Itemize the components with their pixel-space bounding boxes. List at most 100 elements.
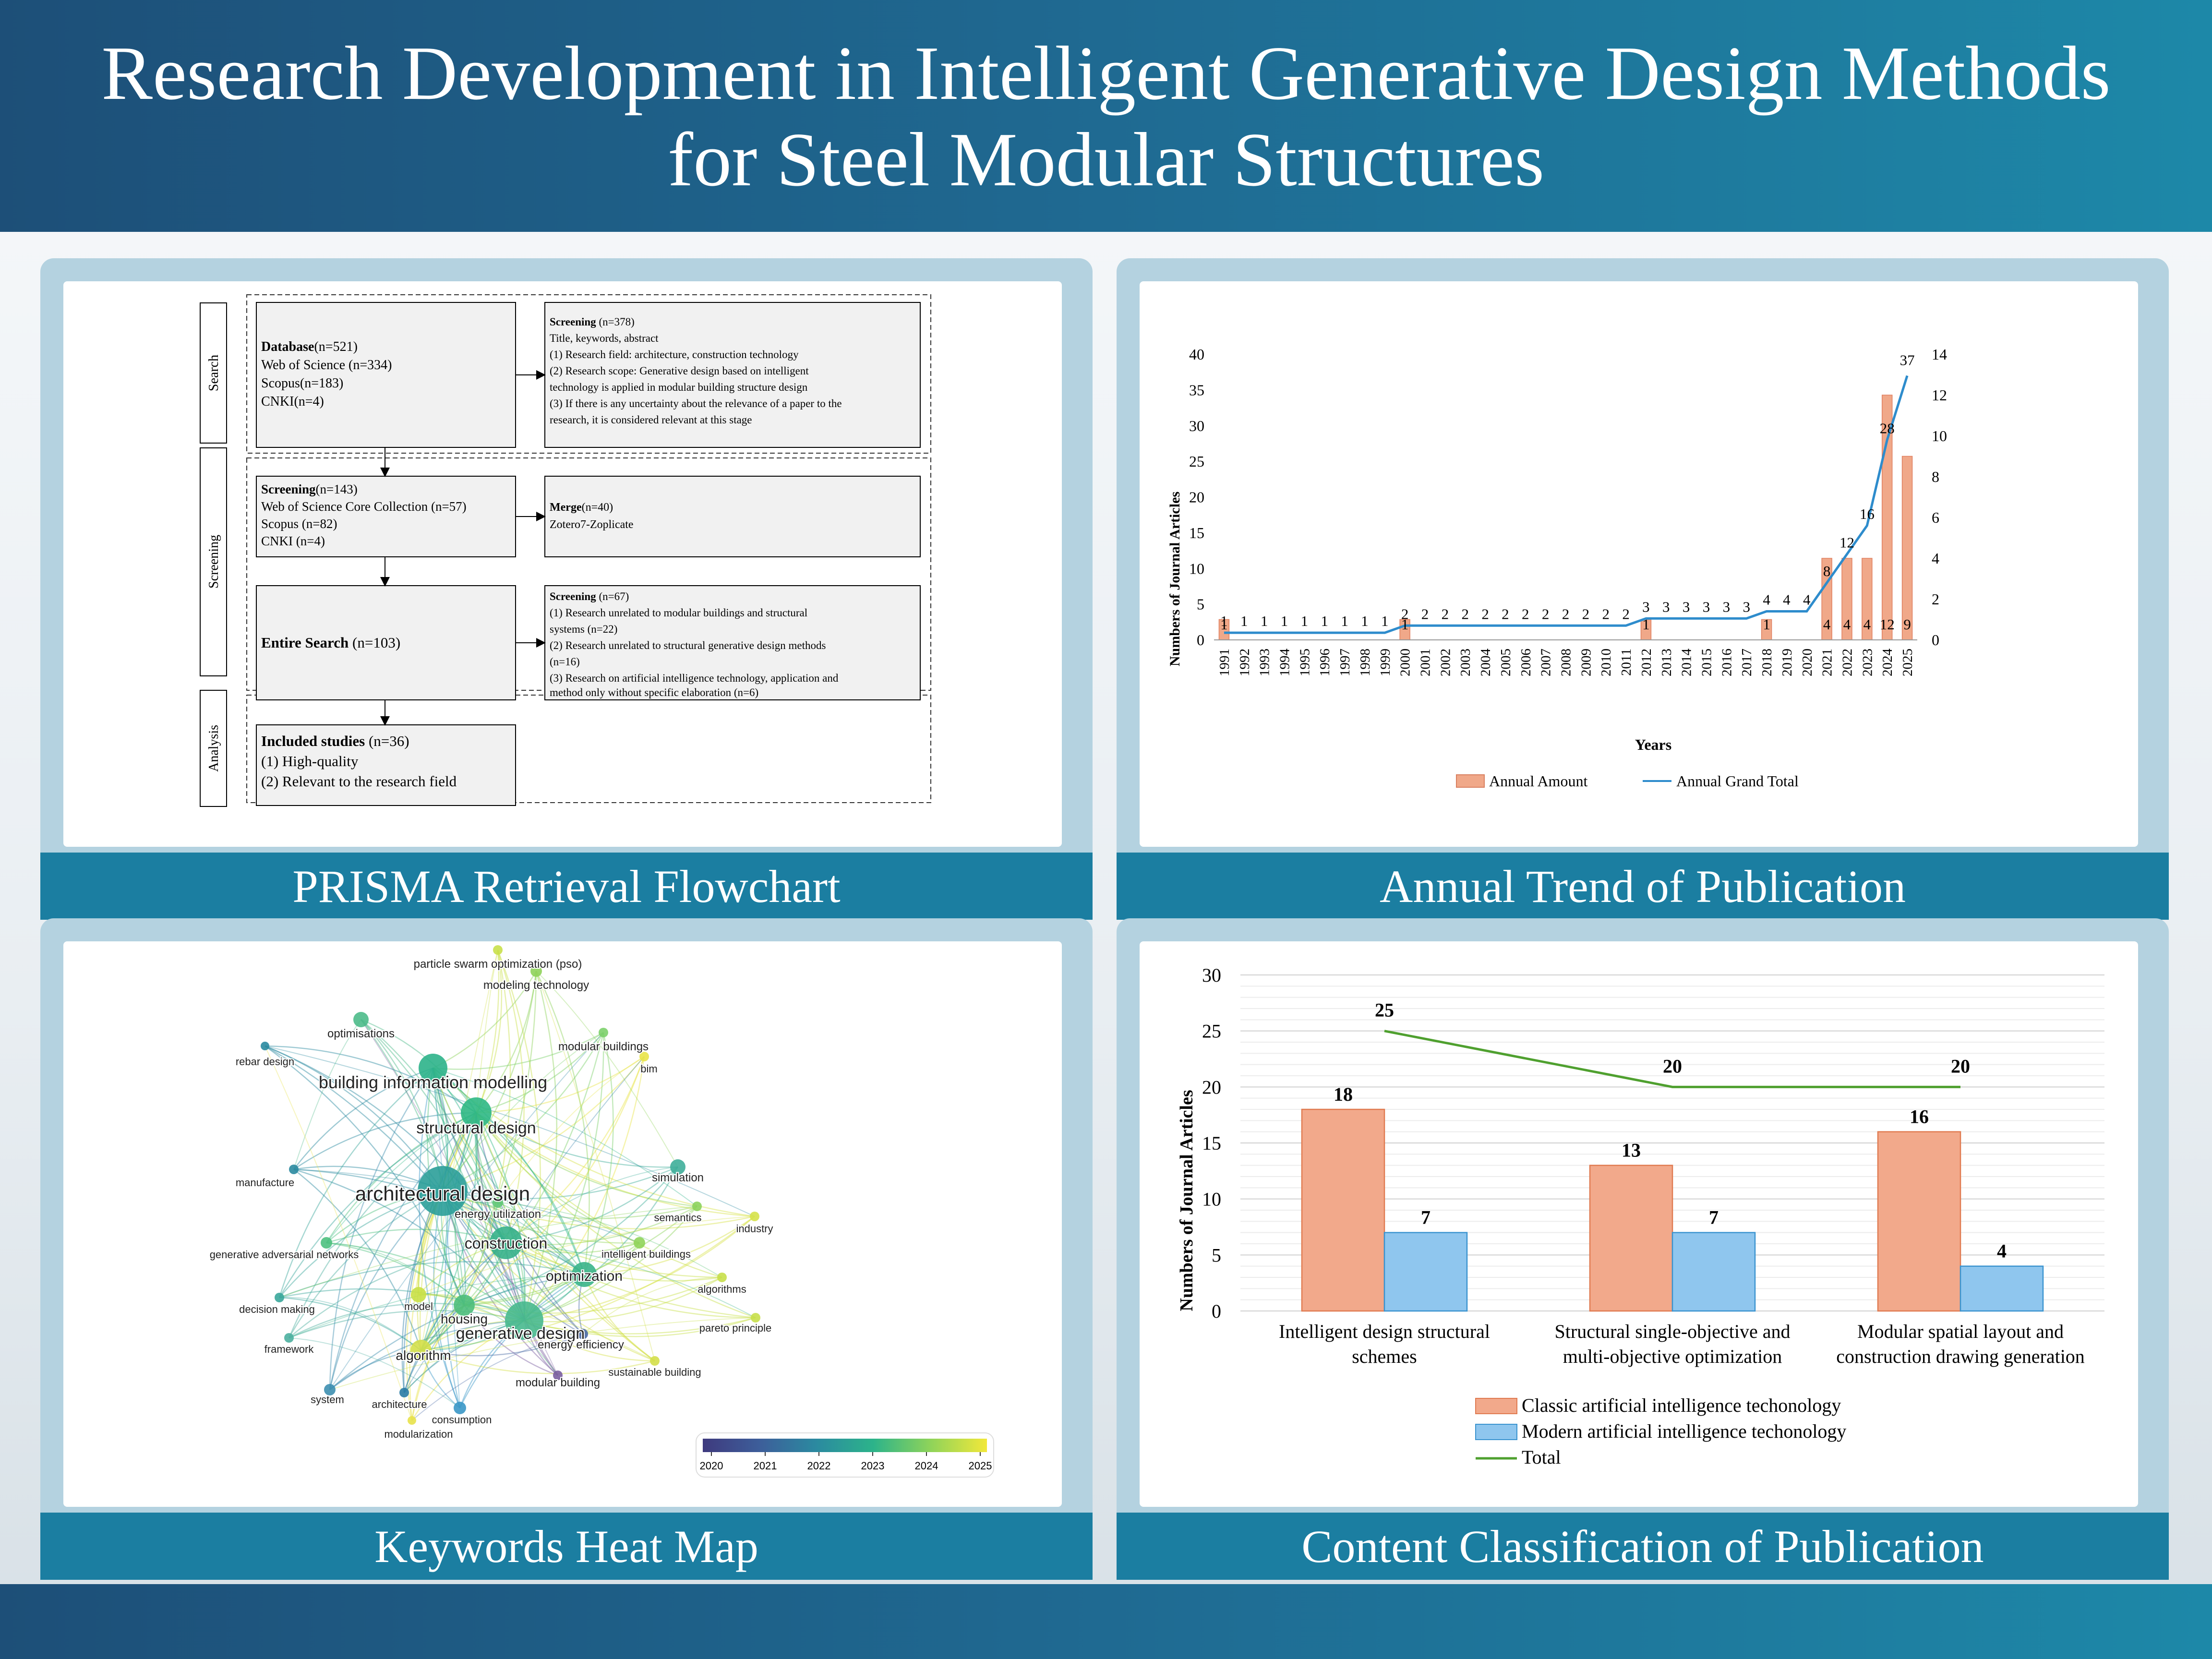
network-edge [264, 1045, 507, 1243]
keyword-node [454, 1295, 475, 1316]
trend-left-tick-label: 0 [1197, 631, 1204, 649]
keyword-label: modular buildings [558, 1040, 649, 1053]
keyword-node [321, 1237, 332, 1249]
network-edge [289, 1310, 525, 1339]
keyword-node [324, 1384, 336, 1395]
content-bar-value: 18 [1334, 1083, 1353, 1105]
network-edge [535, 971, 590, 1275]
screening-box-2 [256, 476, 516, 557]
svg-text:Merge(n=40): Merge(n=40) [550, 501, 613, 514]
scale-tick-label: 2023 [861, 1460, 885, 1472]
merge-title: Merge [550, 501, 582, 514]
scale-tick-label: 2021 [754, 1460, 777, 1472]
trend-year-label: 2017 [1739, 649, 1755, 676]
trend-year-label: 2007 [1539, 649, 1554, 676]
trend-year-label: 2015 [1699, 649, 1715, 676]
network-edge [523, 971, 558, 1321]
network-edge [293, 1067, 433, 1170]
heatmap-content: particle swarm optimization (pso) modelin… [63, 941, 1062, 1507]
trend-year-label: 2020 [1800, 649, 1815, 676]
keyword-node [418, 1166, 468, 1216]
content-y-tick-label: 15 [1202, 1132, 1221, 1154]
trend-amount-label: 4 [1863, 616, 1871, 633]
trend-right-tick-label: 0 [1932, 631, 1939, 649]
screening1-line: (1) Research field: architecture, constr… [550, 349, 799, 361]
trend-total-label: 3 [1662, 598, 1670, 615]
screening3-line: method only without specific elaboration… [550, 686, 758, 698]
screening1-line: (2) Research scope: Generative design ba… [550, 365, 809, 377]
network-edge [326, 1112, 477, 1243]
trend-caption: Annual Trend of Publication [1117, 853, 2169, 920]
network-edge [442, 1190, 558, 1376]
keyword-label: industry [736, 1223, 773, 1235]
network-edge [411, 1242, 506, 1421]
keyword-node [553, 1370, 563, 1380]
network-edge [442, 1032, 604, 1191]
trend-right-tick-label: 8 [1932, 468, 1939, 485]
keyword-node [670, 1159, 685, 1175]
network-edge [476, 1112, 697, 1207]
screening3-line: (1) Research unrelated to modular buildi… [550, 607, 807, 619]
keyword-label: model [404, 1300, 433, 1312]
network-edge [463, 1305, 558, 1376]
content-bar-modern [1960, 1265, 2044, 1312]
network-edge [524, 1317, 756, 1337]
trend-total-label: 2 [1481, 605, 1489, 622]
network-edge [524, 1056, 645, 1321]
trend-total-label: 1 [1281, 613, 1288, 629]
trend-total-label: 4 [1783, 591, 1791, 608]
trend-total-label: 1 [1321, 613, 1328, 629]
network-edge [421, 1202, 499, 1351]
keyword-node [692, 1202, 702, 1211]
network-edge [497, 950, 541, 1321]
keyword-label: building information modelling [319, 1072, 547, 1092]
trend-right-tick-label: 4 [1932, 550, 1939, 567]
network-edge [329, 1112, 477, 1390]
trend-amount-label: 1 [1220, 616, 1228, 633]
legend-swatch-classic-ai [1475, 1398, 1517, 1414]
network-edge [442, 1190, 655, 1362]
database-line: Web of Science (n=334) [261, 358, 392, 373]
trend-left-tick-label: 10 [1189, 560, 1204, 577]
trend-left-tick-label: 25 [1189, 453, 1204, 470]
network-edge [476, 1112, 755, 1217]
trend-amount-label: 1 [1401, 616, 1409, 633]
prisma-content: Search Screening Analysis Database(n=521… [63, 281, 1062, 847]
network-edge [288, 1190, 443, 1338]
content-y-tick-label: 10 [1202, 1189, 1221, 1210]
network-edge [476, 1112, 678, 1168]
screening1-line: technology is applied in modular buildin… [550, 381, 808, 393]
network-labels: particle swarm optimization (pso)modelin… [209, 957, 774, 1441]
trend-year-label: 2024 [1880, 649, 1895, 677]
keyword-node [275, 1293, 284, 1302]
network-edge [421, 1216, 755, 1351]
trend-left-tick-label: 5 [1197, 596, 1204, 613]
keyword-label: housing [441, 1311, 488, 1326]
legend-label-total: Total [1522, 1446, 1561, 1468]
database-count: (n=521) [314, 339, 357, 354]
trend-total-label: 2 [1562, 605, 1570, 622]
network-edge [404, 1056, 645, 1393]
trend-year-label: 1993 [1257, 649, 1273, 676]
network-edge [289, 1302, 465, 1339]
network-edge [505, 1166, 678, 1244]
keyword-node [505, 1301, 543, 1340]
keyword-label: simulation [652, 1171, 704, 1184]
keyword-node [530, 965, 542, 977]
trend-total-label: 3 [1743, 598, 1750, 615]
network-edge [464, 1056, 645, 1306]
network-edge [582, 1276, 722, 1334]
heatmap-caption: Keywords Heat Map [40, 1513, 1093, 1580]
content-total-value: 25 [1375, 999, 1394, 1021]
trend-total-label: 2 [1461, 605, 1469, 622]
keyword-node [410, 1340, 432, 1361]
content-y-tick-label: 25 [1202, 1021, 1221, 1042]
trend-total-label: 1 [1301, 613, 1309, 629]
network-edge [476, 1112, 585, 1275]
network-edge [442, 1190, 640, 1244]
network-edge [418, 1068, 461, 1408]
screening3-line: (n=16) [550, 656, 580, 668]
content-y-tick-label: 0 [1212, 1300, 1221, 1322]
trend-year-label: 2023 [1860, 649, 1875, 676]
screening3-title: Screening [550, 590, 596, 602]
